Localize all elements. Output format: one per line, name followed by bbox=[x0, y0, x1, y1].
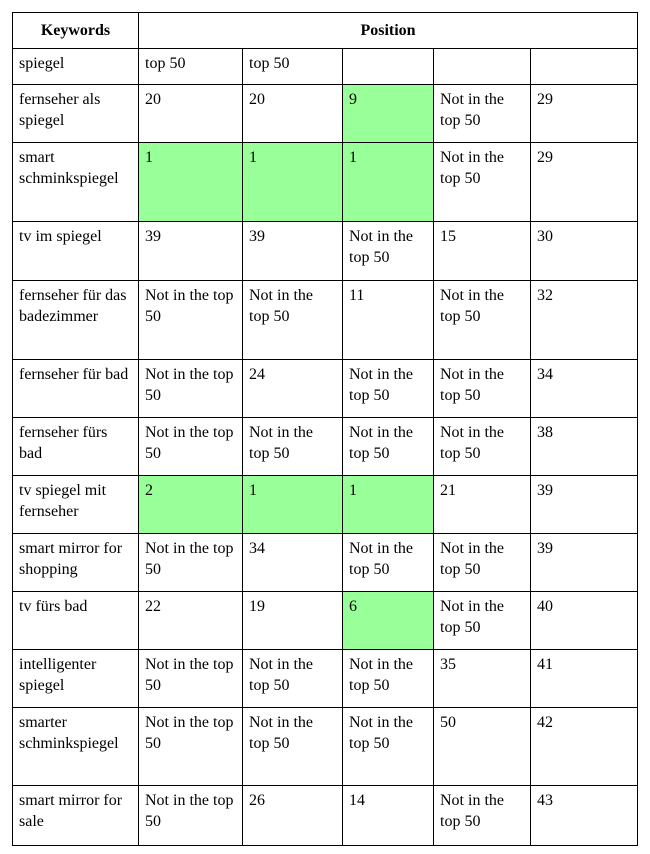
position-cell: Not in the top 50 bbox=[138, 359, 243, 418]
table-row: fernseher fürs bad Not in the top 50 Not i… bbox=[12, 417, 639, 476]
position-cell: 20 bbox=[138, 84, 243, 143]
keyword-position-table: Keywords Position spiegel top 50 top 50 fer… bbox=[12, 12, 639, 846]
keyword-cell: intelligenter spiegel bbox=[12, 649, 139, 708]
keyword-cell: fernseher für bad bbox=[12, 359, 139, 418]
table-row: intelligenter spiegel Not in the top 50 No… bbox=[12, 649, 639, 708]
position-cell: Not in the top 50 bbox=[138, 649, 243, 708]
position-cell: Not in the top 50 bbox=[433, 280, 531, 360]
position-cell: 26 bbox=[242, 785, 343, 846]
position-cell: 29 bbox=[529, 142, 639, 222]
keyword-cell: smart mirror for shopping bbox=[12, 533, 139, 592]
position-cell: Not in the top 50 bbox=[342, 221, 434, 281]
position-cell: 32 bbox=[529, 280, 639, 360]
position-cell: 42 bbox=[529, 707, 639, 786]
position-cell: 41 bbox=[529, 649, 639, 708]
position-cell: 11 bbox=[342, 280, 434, 360]
position-cell: 35 bbox=[433, 649, 531, 708]
keyword-cell: fernseher als spiegel bbox=[12, 84, 139, 143]
position-cell: Not in the top 50 bbox=[433, 142, 531, 222]
position-cell: Not in the top 50 bbox=[433, 533, 531, 592]
position-cell: Not in the top 50 bbox=[242, 417, 343, 476]
position-cell: 34 bbox=[529, 359, 639, 418]
keyword-cell: tv im spiegel bbox=[12, 221, 139, 281]
position-cell: 39 bbox=[529, 533, 639, 592]
position-cell: 29 bbox=[529, 84, 639, 143]
position-cell: 43 bbox=[529, 785, 639, 846]
position-cell: 9 bbox=[342, 84, 434, 143]
header-row: Keywords Position bbox=[12, 12, 639, 49]
table-row: tv fürs bad 22 19 6 Not in the top 50 40 bbox=[12, 591, 639, 650]
position-cell: 20 bbox=[242, 84, 343, 143]
keyword-cell: smart schminkspiegel bbox=[12, 142, 139, 222]
keyword-cell: fernseher für das badezimmer bbox=[12, 280, 139, 360]
table-row: smarter schminkspiegel Not in the top 50 N… bbox=[12, 707, 639, 786]
position-cell: 1 bbox=[138, 142, 243, 222]
keyword-cell: smarter schminkspiegel bbox=[12, 707, 139, 786]
position-cell: Not in the top 50 bbox=[138, 785, 243, 846]
position-cell: Not in the top 50 bbox=[433, 84, 531, 143]
position-cell: Not in the top 50 bbox=[138, 533, 243, 592]
position-cell: top 50 bbox=[242, 48, 343, 85]
position-cell: 1 bbox=[242, 475, 343, 534]
position-cell: Not in the top 50 bbox=[242, 707, 343, 786]
position-cell: 39 bbox=[242, 221, 343, 281]
position-cell: Not in the top 50 bbox=[342, 359, 434, 418]
table-row: tv spiegel mit fernseher 2 1 1 21 39 bbox=[12, 475, 639, 534]
keyword-cell: spiegel bbox=[12, 48, 139, 85]
table-row: tv im spiegel 39 39 Not in the top 50 15 30 bbox=[12, 221, 639, 281]
keyword-cell: tv fürs bad bbox=[12, 591, 139, 650]
keyword-cell: smart mirror for sale bbox=[12, 785, 139, 846]
table-row: fernseher für das badezimmer Not in the t… bbox=[12, 280, 639, 360]
position-cell: 30 bbox=[529, 221, 639, 281]
table-row: smart mirror for shopping Not in the top … bbox=[12, 533, 639, 592]
position-cell: Not in the top 50 bbox=[342, 707, 434, 786]
position-cell bbox=[433, 48, 531, 85]
position-cell: 14 bbox=[342, 785, 434, 846]
keywords-header: Keywords bbox=[12, 12, 139, 49]
position-cell: 39 bbox=[138, 221, 243, 281]
position-cell: 40 bbox=[529, 591, 639, 650]
position-cell: 22 bbox=[138, 591, 243, 650]
keyword-cell: tv spiegel mit fernseher bbox=[12, 475, 139, 534]
table-row: fernseher für bad Not in the top 50 24 Not … bbox=[12, 359, 639, 418]
position-cell: top 50 bbox=[138, 48, 243, 85]
table-row: smart schminkspiegel 1 1 1 Not in the top 50… bbox=[12, 142, 639, 222]
position-cell: Not in the top 50 bbox=[242, 649, 343, 708]
table-row: spiegel top 50 top 50 bbox=[12, 48, 639, 85]
position-cell: 39 bbox=[529, 475, 639, 534]
position-cell: 19 bbox=[242, 591, 343, 650]
position-cell: Not in the top 50 bbox=[433, 417, 531, 476]
table-row: fernseher als spiegel 20 20 9 Not in the top… bbox=[12, 84, 639, 143]
position-cell: 15 bbox=[433, 221, 531, 281]
position-cell: Not in the top 50 bbox=[138, 707, 243, 786]
position-cell: 34 bbox=[242, 533, 343, 592]
position-cell: 1 bbox=[342, 475, 434, 534]
position-cell: Not in the top 50 bbox=[342, 417, 434, 476]
position-cell: 24 bbox=[242, 359, 343, 418]
position-cell: Not in the top 50 bbox=[138, 280, 243, 360]
position-cell: 1 bbox=[342, 142, 434, 222]
table-body: spiegel top 50 top 50 fernseher als spiegel… bbox=[12, 48, 639, 846]
position-cell: Not in the top 50 bbox=[433, 785, 531, 846]
position-cell: 6 bbox=[342, 591, 434, 650]
position-cell: 2 bbox=[138, 475, 243, 534]
position-cell: Not in the top 50 bbox=[433, 359, 531, 418]
position-cell: 21 bbox=[433, 475, 531, 534]
position-cell: 38 bbox=[529, 417, 639, 476]
position-cell bbox=[342, 48, 434, 85]
position-cell bbox=[529, 48, 639, 85]
keyword-cell: fernseher fürs bad bbox=[12, 417, 139, 476]
table-row: smart mirror for sale Not in the top 50 26… bbox=[12, 785, 639, 846]
position-cell: Not in the top 50 bbox=[342, 649, 434, 708]
position-cell: 1 bbox=[242, 142, 343, 222]
position-cell: Not in the top 50 bbox=[138, 417, 243, 476]
position-cell: Not in the top 50 bbox=[433, 591, 531, 650]
position-cell: 50 bbox=[433, 707, 531, 786]
position-cell: Not in the top 50 bbox=[342, 533, 434, 592]
position-header: Position bbox=[137, 12, 639, 49]
position-cell: Not in the top 50 bbox=[242, 280, 343, 360]
